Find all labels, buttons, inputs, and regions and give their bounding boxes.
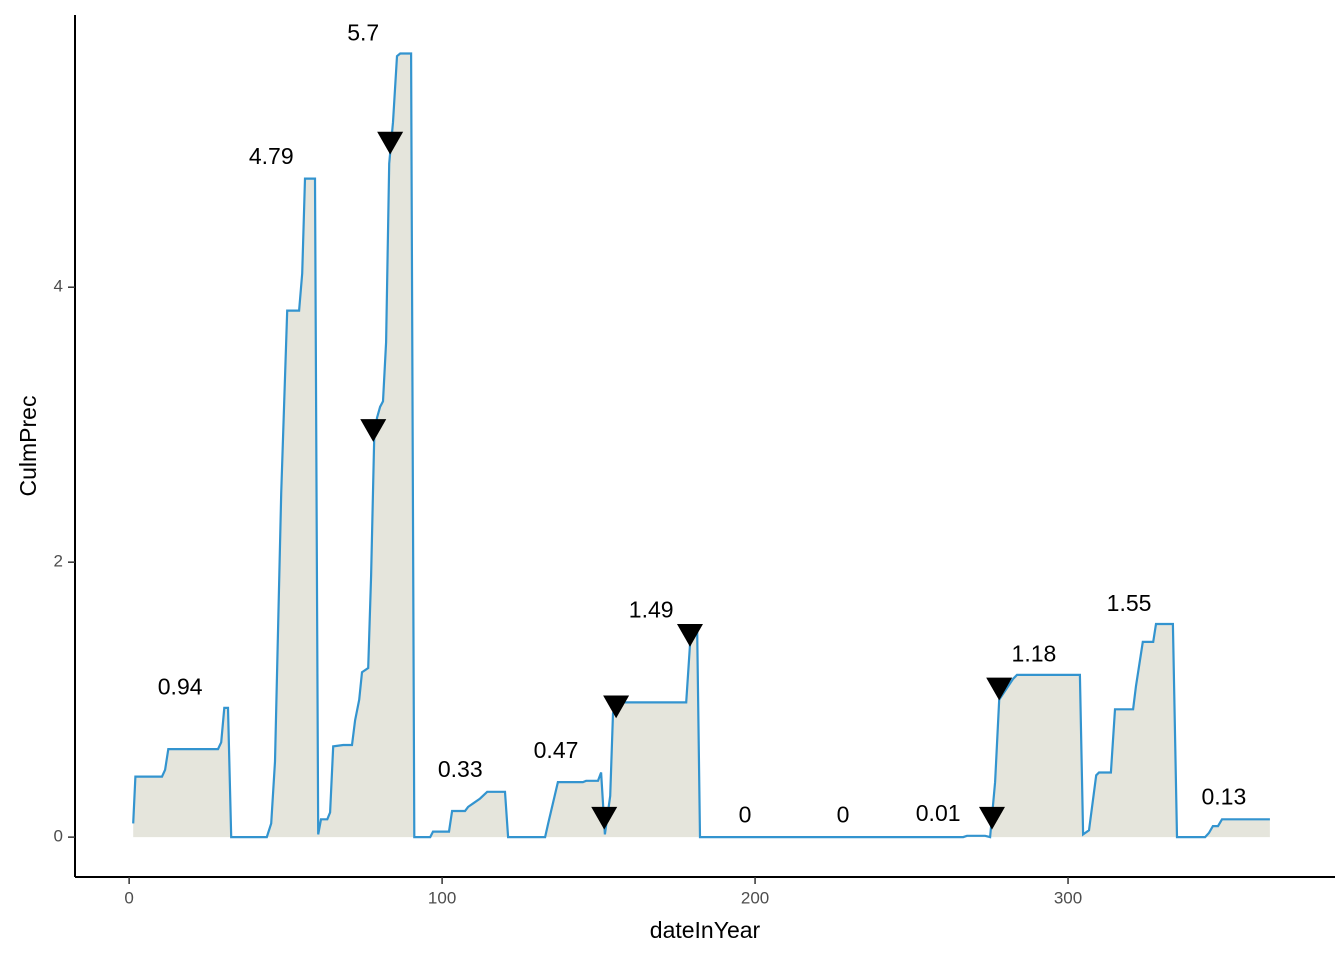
y-tick-label: 4	[54, 277, 63, 296]
marker	[360, 419, 387, 442]
y-tick-label: 0	[54, 827, 63, 846]
marker	[676, 623, 703, 647]
x-axis-title: dateInYear	[650, 917, 761, 943]
marker	[603, 695, 630, 719]
line	[132, 52, 1270, 839]
annotation: 1.55	[1107, 590, 1152, 616]
annotation: 0.94	[158, 674, 203, 700]
x-tick-label: 200	[741, 888, 769, 907]
annotation: 5.7	[347, 19, 379, 45]
marker	[591, 806, 618, 830]
annotation: 0.01	[916, 800, 961, 826]
y-axis-title: CulmPrec	[15, 396, 41, 497]
x-tick-label: 0	[124, 888, 133, 907]
annotation: 0	[739, 802, 752, 828]
area	[133, 53, 1270, 838]
annotation: 0.47	[534, 737, 579, 763]
marker	[978, 806, 1005, 830]
y-tick-label: 2	[54, 552, 63, 571]
annotation: 4.79	[249, 143, 294, 169]
annotation: 0.13	[1202, 784, 1247, 810]
x-tick-label: 300	[1054, 888, 1082, 907]
marker	[377, 131, 404, 155]
annotation: 1.18	[1012, 641, 1057, 667]
marker	[986, 677, 1013, 701]
annotation: 0.33	[438, 756, 483, 782]
annotation: 1.49	[629, 597, 674, 623]
annotation: 0	[837, 802, 850, 828]
x-tick-label: 100	[428, 888, 456, 907]
